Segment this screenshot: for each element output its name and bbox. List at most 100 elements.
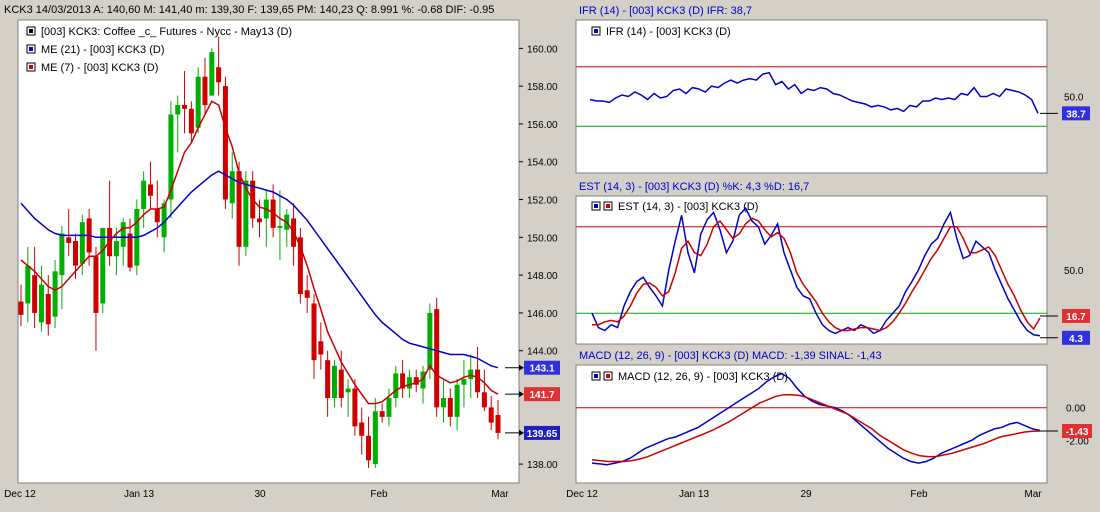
- legend-price: [003] KCK3: Coffee _c_ Futures - Nycc - …: [41, 26, 292, 38]
- main-x-tick-label: 30: [254, 489, 266, 500]
- candle-body: [25, 265, 31, 304]
- candle-body: [195, 76, 201, 128]
- candle-body: [188, 108, 194, 134]
- candle-body: [440, 397, 446, 408]
- candle-body: [488, 407, 494, 423]
- main-y-tick-label: 138.00: [527, 460, 558, 471]
- macd-x-tick-label: Feb: [910, 489, 928, 500]
- price-badge: [524, 360, 560, 375]
- est-badge-label: 16.7: [1066, 312, 1086, 323]
- main-y-tick-label: 152.00: [527, 196, 558, 207]
- candle-body: [52, 271, 58, 317]
- candle-body: [154, 208, 160, 223]
- square-red-icon-inner: [606, 374, 610, 378]
- ifr-header: IFR (14) - [003] KCK3 (D) IFR: 38,7: [579, 5, 752, 17]
- candle-body: [420, 371, 426, 389]
- candle-body: [59, 233, 65, 276]
- legend-me21: ME (21) - [003] KCK3 (D): [41, 44, 164, 56]
- badge-arrow-head: [519, 429, 524, 436]
- candle-body: [243, 180, 249, 247]
- candle-body: [182, 105, 188, 109]
- est-line-1: [592, 217, 1041, 332]
- est-legend: EST (14, 3) - [003] KCK3 (D): [618, 201, 758, 213]
- candle-body: [45, 294, 51, 325]
- macd-y-tick-label: 0.00: [1066, 404, 1086, 415]
- candle-body: [359, 422, 365, 436]
- candle-body: [168, 114, 174, 200]
- ifr-badge-label: 38.7: [1066, 109, 1086, 120]
- square-blue-icon-inner: [29, 47, 33, 51]
- main-x-tick-label: Jan 13: [124, 489, 154, 500]
- candle-body: [406, 377, 412, 389]
- main-y-tick-label: 146.00: [527, 309, 558, 320]
- candle-body: [454, 384, 460, 417]
- candle-body: [113, 241, 119, 257]
- macd-line-0: [591, 372, 1041, 466]
- ifr-plot-area: [575, 19, 1048, 174]
- macd-legend: MACD (12, 26, 9) - [003] KCK3 (D): [618, 371, 788, 383]
- main-y-tick-label: 150.00: [527, 233, 558, 244]
- main-y-tick-label: 158.00: [527, 82, 558, 93]
- main-y-tick-label: 144.00: [527, 347, 558, 358]
- macd-badge: [1062, 424, 1092, 439]
- candle-body: [73, 241, 79, 266]
- candle-body: [338, 369, 344, 398]
- candle-body: [209, 52, 215, 96]
- candle-body: [38, 284, 44, 323]
- candle-body: [325, 360, 331, 398]
- candle-body: [331, 365, 337, 398]
- candle-body: [141, 180, 147, 209]
- candle-body: [311, 303, 317, 361]
- badge-arrow-head: [519, 391, 524, 398]
- candle-body: [18, 301, 24, 315]
- candle-body: [229, 171, 235, 204]
- macd-badge-label: -1.43: [1066, 427, 1089, 438]
- est-badge-label: 4.3: [1069, 334, 1083, 345]
- candle-body: [222, 86, 228, 200]
- square-red-icon-inner: [29, 65, 33, 69]
- square-red-icon-inner: [606, 204, 610, 208]
- candle-body: [345, 388, 351, 393]
- est-badge: [1062, 308, 1090, 323]
- main-y-tick-label: 154.00: [527, 158, 558, 169]
- price-badge-label: 141.7: [529, 390, 554, 401]
- price-badge-label: 139.65: [527, 429, 558, 440]
- candle-body: [481, 392, 487, 408]
- candle-body: [427, 312, 433, 370]
- candle-body: [379, 411, 385, 417]
- candle-body: [66, 237, 72, 243]
- candle-body: [447, 397, 453, 417]
- macd-x-tick-label: Jan 13: [679, 489, 709, 500]
- candle-body: [352, 388, 358, 427]
- candle-body: [400, 373, 406, 389]
- candle-body: [372, 411, 378, 465]
- candle-body: [202, 76, 208, 106]
- candle-body: [120, 222, 126, 247]
- candle-body: [297, 237, 303, 295]
- square-black-icon-inner: [29, 29, 33, 33]
- square-blue-icon-inner: [594, 374, 598, 378]
- main-legend: [003] KCK3: Coffee _c_ Futures - Nycc - …: [26, 26, 292, 74]
- macd-y-tick-label: -2.00: [1066, 436, 1089, 447]
- ifr-badge: [1062, 106, 1090, 121]
- candle-body: [277, 225, 283, 228]
- me7-line: [20, 100, 499, 405]
- candle-body: [495, 414, 501, 433]
- macd-x-tick-label: Dec 12: [566, 489, 598, 500]
- main-x-tick-label: Mar: [491, 489, 509, 500]
- candle-body: [475, 369, 481, 393]
- price-badge: [524, 387, 560, 402]
- candle-body: [366, 435, 372, 461]
- badge-arrow-head: [519, 364, 524, 371]
- square-blue-icon-inner: [594, 29, 598, 33]
- est-y-tick-label: 50.0: [1064, 266, 1084, 277]
- candle-body: [434, 309, 440, 408]
- candle-body: [79, 222, 85, 264]
- main-header: KCK3 14/03/2013 A: 140,60 M: 141,40 m: 1…: [4, 4, 494, 16]
- main-y-tick-label: 160.00: [527, 44, 558, 55]
- price-badge: [524, 425, 560, 440]
- macd-x-tick-label: 29: [800, 489, 812, 500]
- est-plot-area: [575, 195, 1048, 345]
- candle-body: [236, 171, 242, 247]
- candle-body: [304, 290, 310, 298]
